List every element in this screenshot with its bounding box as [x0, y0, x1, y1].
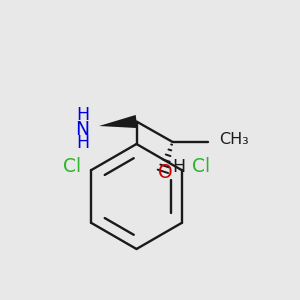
Text: O: O	[158, 163, 172, 182]
Text: N: N	[75, 120, 90, 140]
Text: Cl: Cl	[63, 157, 82, 176]
Text: Cl: Cl	[191, 157, 210, 176]
Polygon shape	[99, 115, 137, 128]
Text: H: H	[76, 106, 89, 124]
Text: CH₃: CH₃	[219, 132, 249, 147]
Text: H: H	[76, 134, 89, 152]
Text: H: H	[172, 158, 185, 175]
